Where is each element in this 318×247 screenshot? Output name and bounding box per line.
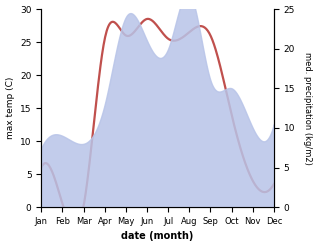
X-axis label: date (month): date (month) [121,231,194,242]
Y-axis label: max temp (C): max temp (C) [5,77,15,139]
Y-axis label: med. precipitation (kg/m2): med. precipitation (kg/m2) [303,52,313,165]
